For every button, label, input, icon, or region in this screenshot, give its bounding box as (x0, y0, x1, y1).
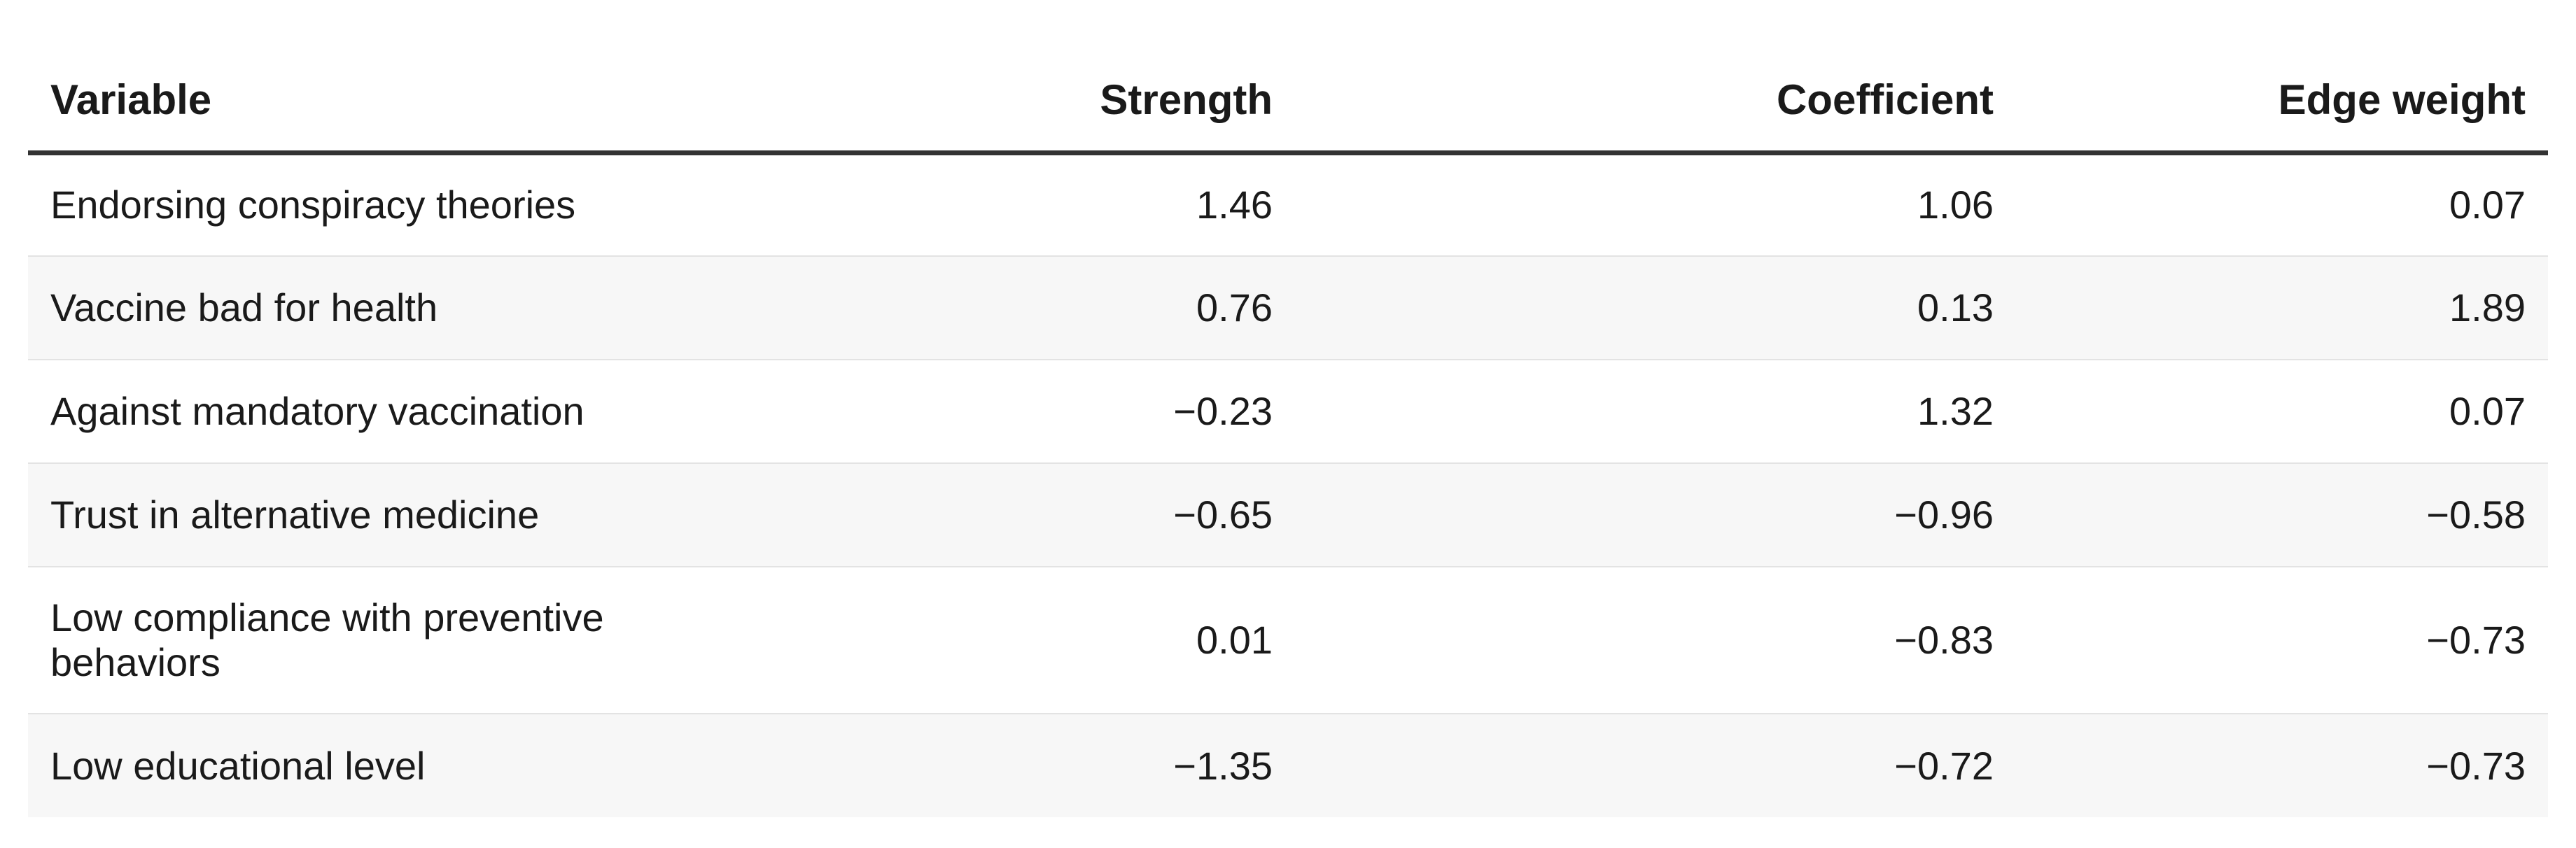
cell-strength: −0.65 (631, 463, 1295, 567)
data-table: Variable Strength Coefficient Edge weigh… (28, 49, 2548, 817)
cell-edge-weight: −0.73 (2016, 714, 2548, 817)
table-header: Variable Strength Coefficient Edge weigh… (28, 49, 2548, 155)
cell-strength: 1.46 (631, 153, 1295, 257)
cell-strength: −0.23 (631, 360, 1295, 464)
table-row: Low compliance with preventive behaviors… (28, 567, 2548, 714)
cell-coefficient: 1.32 (1295, 360, 2016, 464)
header-row: Variable Strength Coefficient Edge weigh… (28, 49, 2548, 155)
cell-variable: Low compliance with preventive behaviors (28, 567, 631, 714)
cell-coefficient: 0.13 (1295, 256, 2016, 360)
cell-strength: −1.35 (631, 714, 1295, 817)
cell-edge-weight: 1.89 (2016, 256, 2548, 360)
table-row: Endorsing conspiracy theories 1.46 1.06 … (28, 153, 2548, 257)
header-coefficient: Coefficient (1295, 49, 2016, 155)
table-row: Vaccine bad for health 0.76 0.13 1.89 (28, 256, 2548, 360)
cell-edge-weight: −0.73 (2016, 567, 2548, 714)
data-table-container: Variable Strength Coefficient Edge weigh… (28, 49, 2548, 817)
cell-coefficient: −0.83 (1295, 567, 2016, 714)
cell-edge-weight: 0.07 (2016, 153, 2548, 257)
header-strength: Strength (631, 49, 1295, 155)
cell-strength: 0.76 (631, 256, 1295, 360)
cell-variable: Endorsing conspiracy theories (28, 153, 631, 257)
cell-strength: 0.01 (631, 567, 1295, 714)
table-row: Against mandatory vaccination −0.23 1.32… (28, 360, 2548, 464)
cell-variable: Vaccine bad for health (28, 256, 631, 360)
cell-coefficient: −0.96 (1295, 463, 2016, 567)
cell-variable: Trust in alternative medicine (28, 463, 631, 567)
table-row: Trust in alternative medicine −0.65 −0.9… (28, 463, 2548, 567)
cell-variable: Low educational level (28, 714, 631, 817)
cell-coefficient: −0.72 (1295, 714, 2016, 817)
cell-variable: Against mandatory vaccination (28, 360, 631, 464)
cell-edge-weight: −0.58 (2016, 463, 2548, 567)
header-variable: Variable (28, 49, 631, 155)
table-row: Low educational level −1.35 −0.72 −0.73 (28, 714, 2548, 817)
table-body: Endorsing conspiracy theories 1.46 1.06 … (28, 153, 2548, 817)
header-edge-weight: Edge weight (2016, 49, 2548, 155)
cell-edge-weight: 0.07 (2016, 360, 2548, 464)
cell-coefficient: 1.06 (1295, 153, 2016, 257)
